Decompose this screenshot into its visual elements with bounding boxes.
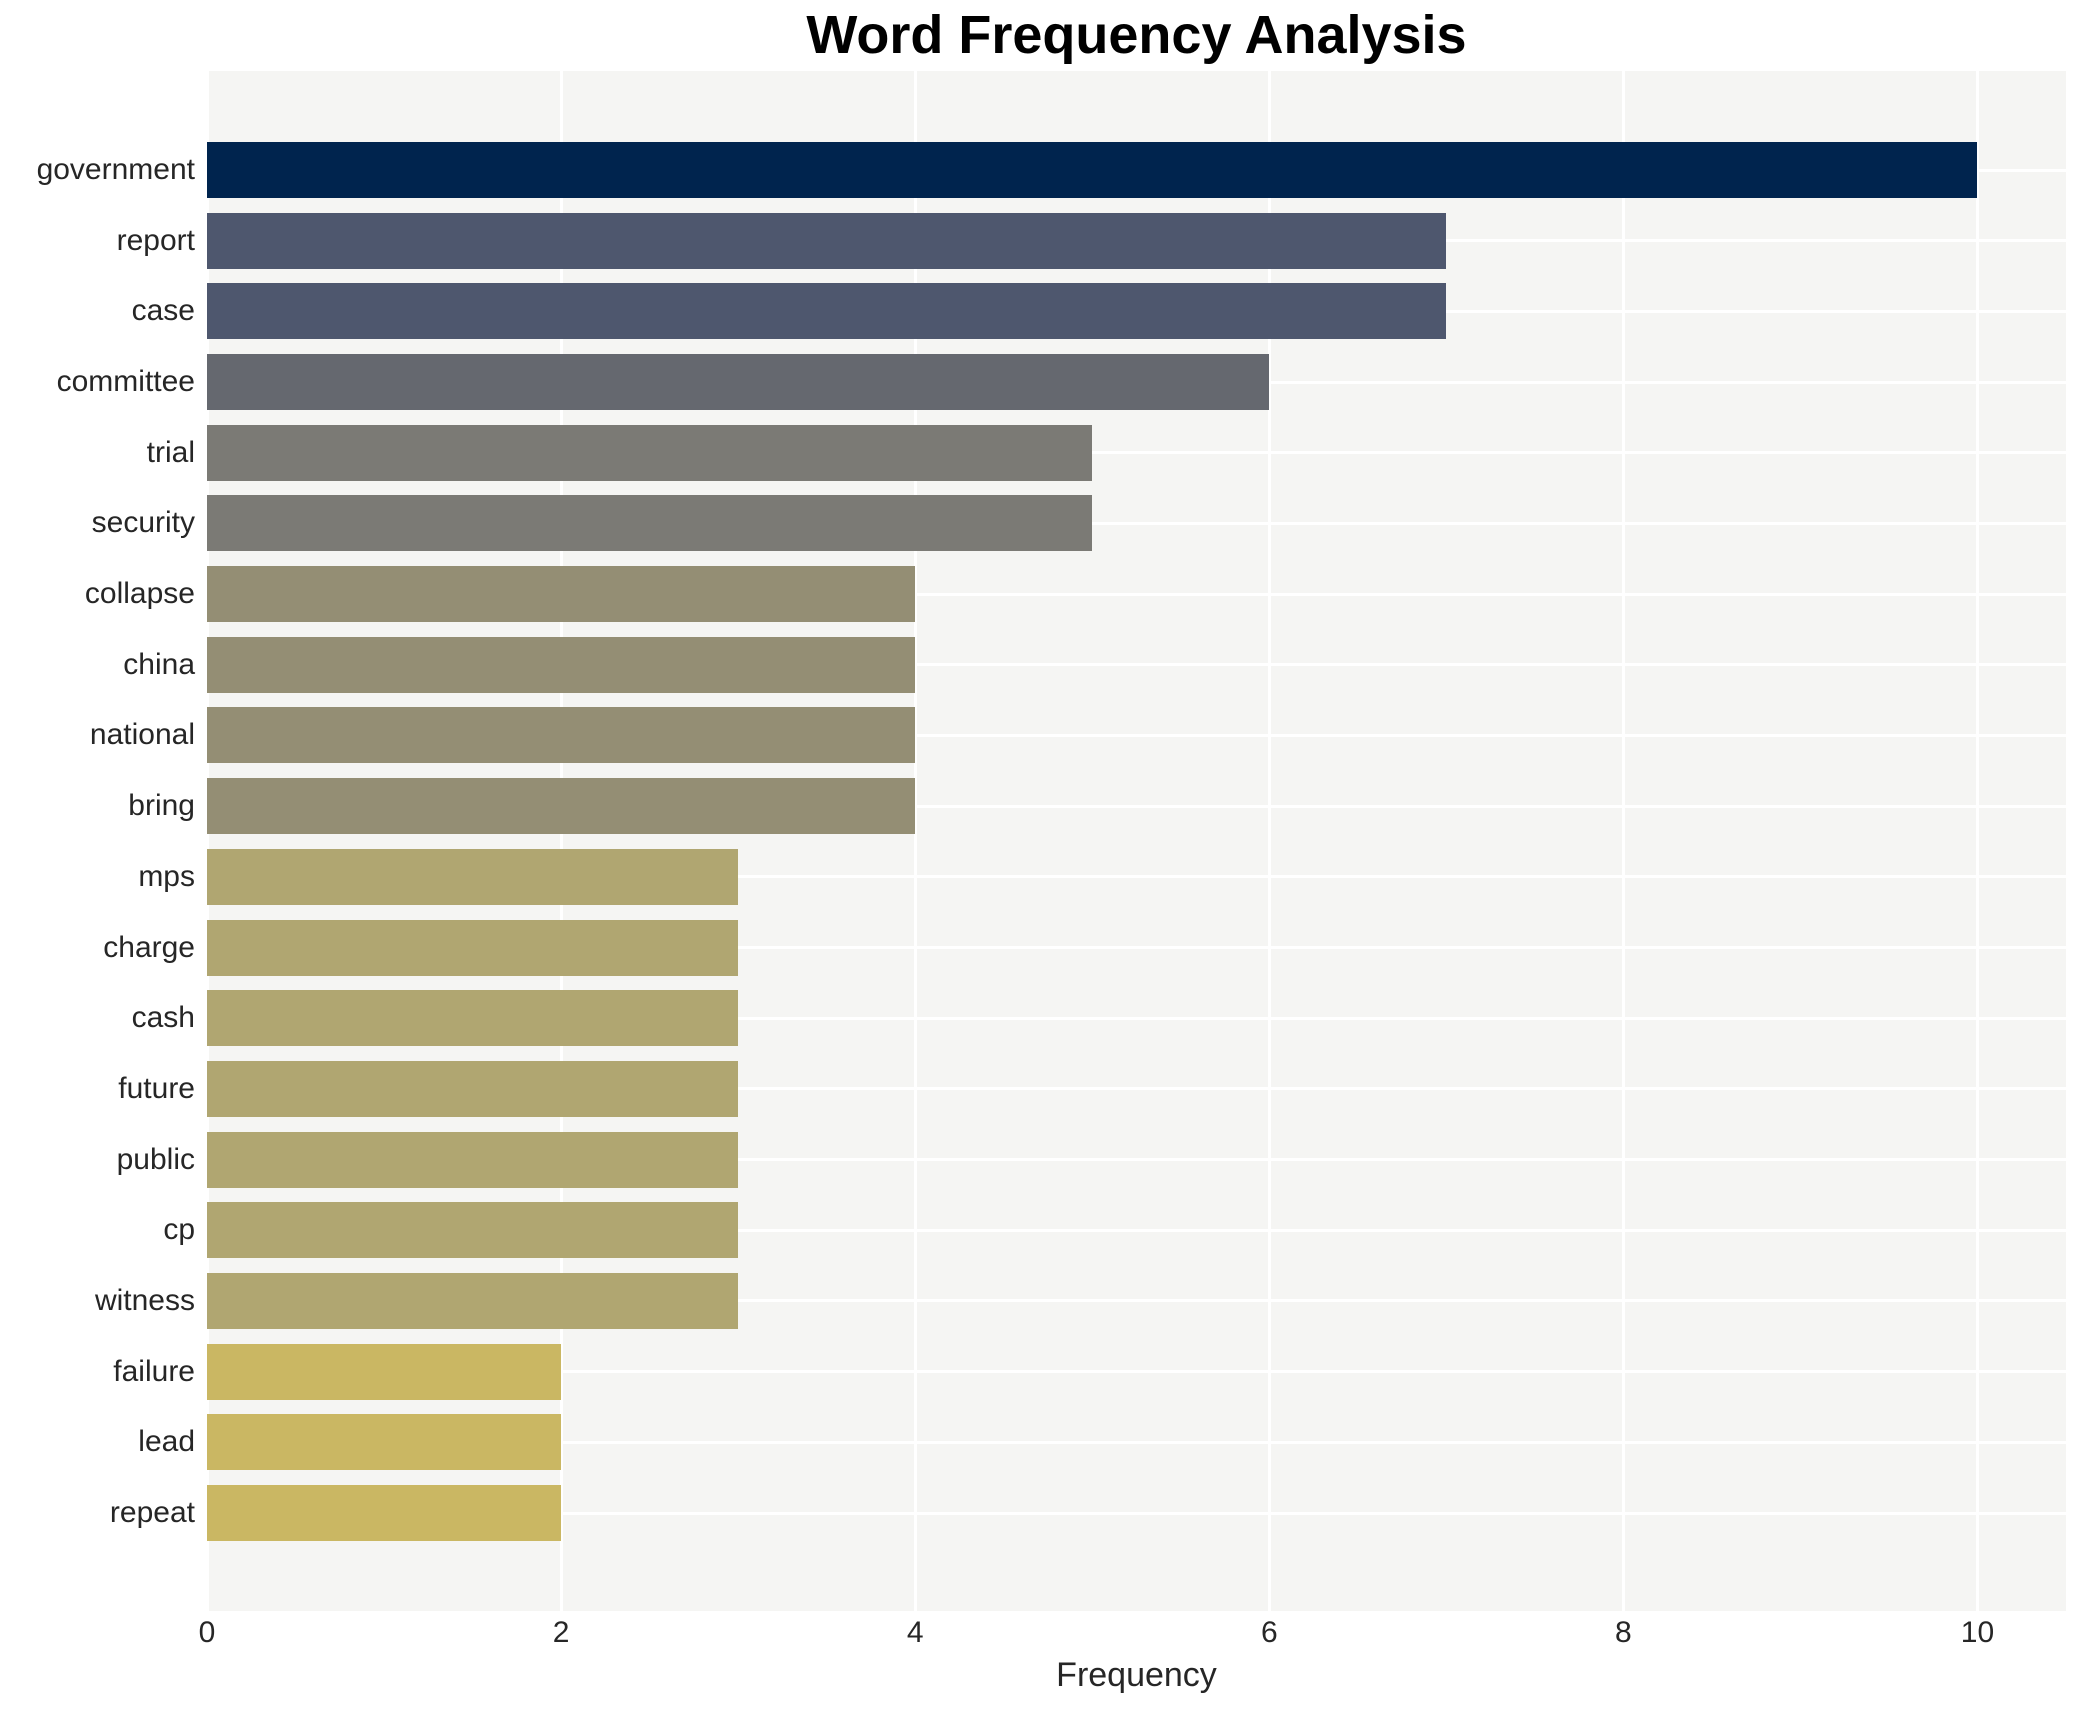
y-tick-label: failure (113, 1354, 195, 1388)
bar-future (207, 1060, 739, 1117)
gridline-horizontal (207, 663, 2066, 667)
gridline-horizontal (207, 1370, 2066, 1374)
bar-committee (207, 354, 1270, 411)
bar-collapse (207, 566, 916, 623)
y-tick-label: repeat (109, 1496, 195, 1529)
x-tick-label: 0 (198, 1616, 216, 1649)
gridline-horizontal (207, 1087, 2066, 1091)
bar-charge (207, 919, 739, 976)
bar-china (207, 636, 916, 693)
gridline-vertical (1975, 71, 1979, 1611)
y-tick-label: collapse (84, 577, 195, 611)
bar-lead (207, 1414, 562, 1471)
gridline-horizontal (207, 1440, 2066, 1444)
gridline-horizontal (207, 1511, 2066, 1515)
bar-case (207, 283, 1447, 340)
bar-public (207, 1131, 739, 1188)
bar-failure (207, 1343, 562, 1400)
x-axis-label: Frequency (1056, 1656, 1217, 1694)
bar-witness (207, 1272, 739, 1329)
y-tick-label: government (36, 153, 195, 186)
y-tick-label: national (89, 718, 195, 752)
bar-bring (207, 778, 916, 835)
bar-mps (207, 848, 739, 905)
gridline-horizontal (207, 592, 2066, 596)
y-tick-label: bring (128, 789, 195, 823)
gridline-vertical (559, 71, 563, 1611)
x-tick-label: 2 (552, 1616, 570, 1649)
bar-national (207, 707, 916, 764)
y-tick-label: public (116, 1142, 195, 1176)
gridline-vertical (1621, 71, 1625, 1611)
y-tick-label: trial (146, 435, 195, 469)
gridline-horizontal (207, 946, 2066, 950)
y-tick-label: witness (94, 1283, 195, 1317)
gridline-horizontal (207, 804, 2066, 808)
y-tick-label: case (131, 294, 195, 328)
x-tick-label: 8 (1615, 1616, 1632, 1649)
gridline-vertical (1267, 71, 1271, 1611)
x-tick-label: 10 (1960, 1616, 1995, 1649)
y-tick-label: charge (103, 930, 195, 964)
bar-government (207, 142, 1978, 198)
x-tick-label: 6 (1260, 1616, 1278, 1649)
chart-title: Word Frequency Analysis (806, 5, 1467, 65)
y-tick-label: report (116, 223, 195, 257)
gridline-horizontal (207, 1299, 2066, 1303)
bar-repeat (207, 1485, 562, 1541)
gridline-horizontal (207, 875, 2066, 879)
bar-cp (207, 1202, 739, 1259)
gridline-horizontal (207, 451, 2066, 455)
gridline-horizontal (207, 1158, 2066, 1162)
gridline-vertical (913, 71, 917, 1611)
plot-area (205, 71, 2066, 1611)
y-tick-label: committee (56, 365, 195, 399)
y-tick-label: cash (131, 1001, 195, 1035)
bar-cash (207, 990, 739, 1047)
bar-security (207, 495, 1093, 552)
gridline-vertical (205, 71, 209, 1611)
gridline-horizontal (207, 1016, 2066, 1020)
y-tick-label: china (123, 647, 195, 681)
bar-report (207, 212, 1447, 269)
bar-trial (207, 424, 1093, 481)
gridline-horizontal (207, 733, 2066, 737)
gridline-horizontal (207, 1228, 2066, 1232)
y-tick-label: future (118, 1071, 195, 1105)
y-tick-label: cp (163, 1213, 195, 1247)
gridline-horizontal (207, 521, 2066, 525)
y-tick-label: mps (138, 859, 195, 893)
x-tick-label: 4 (906, 1616, 924, 1649)
y-tick-label: lead (138, 1425, 195, 1459)
y-tick-label: security (91, 506, 195, 540)
